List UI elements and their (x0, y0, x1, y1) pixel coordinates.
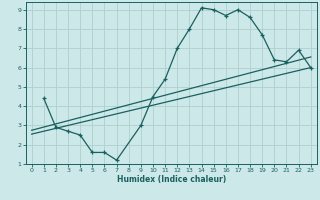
X-axis label: Humidex (Indice chaleur): Humidex (Indice chaleur) (116, 175, 226, 184)
